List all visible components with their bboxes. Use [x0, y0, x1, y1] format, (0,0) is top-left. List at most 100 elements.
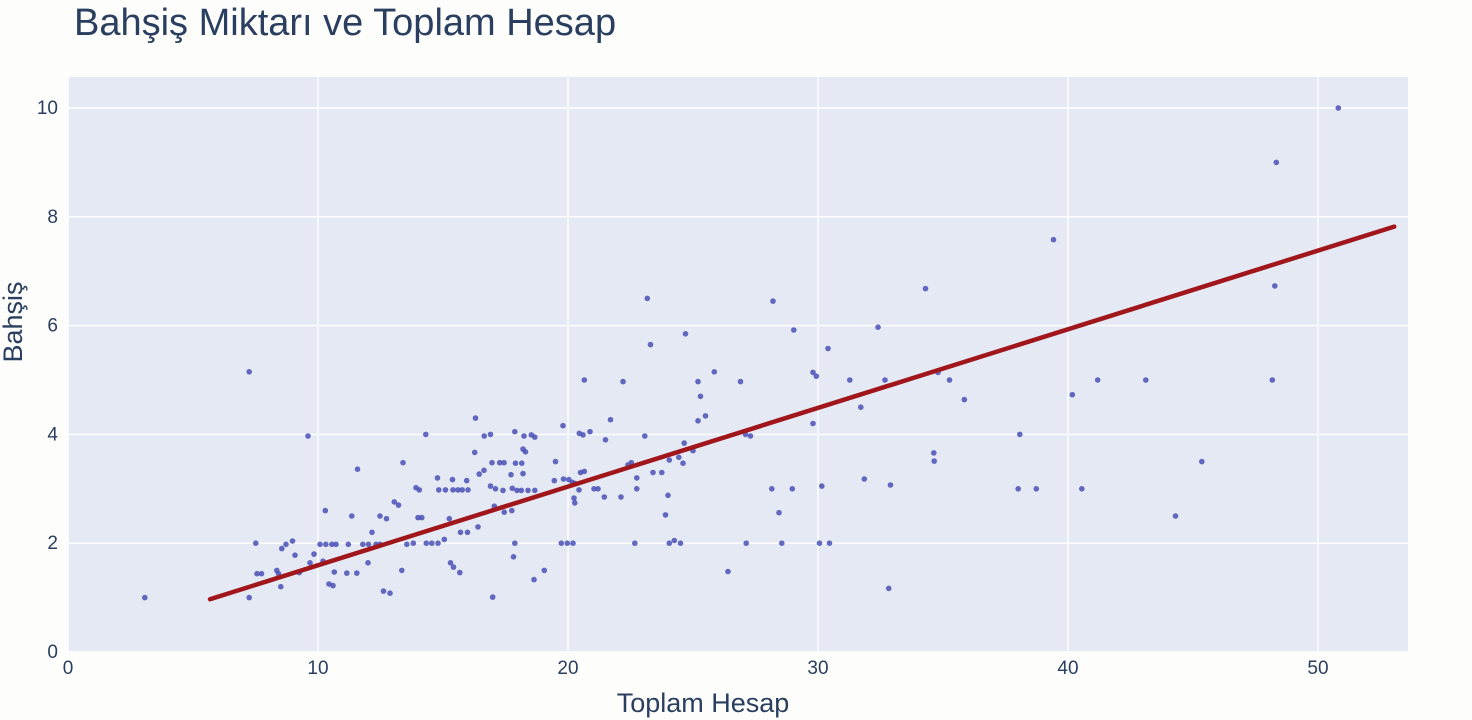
scatter-point [246, 594, 252, 601]
scatter-point [489, 459, 495, 466]
scatter-point [471, 449, 478, 456]
scatter-point [676, 454, 682, 461]
scatter-point [1269, 377, 1276, 383]
scatter-point [345, 541, 352, 548]
scatter-point [487, 483, 494, 489]
scatter-point [457, 529, 464, 536]
scatter-point [330, 582, 336, 589]
scatter-point [369, 529, 375, 536]
scatter-point [317, 541, 323, 548]
scatter-point [429, 540, 435, 546]
scatter-point [931, 450, 937, 456]
scatter-point [666, 540, 673, 546]
scatter-point [519, 460, 525, 467]
scatter-point [446, 515, 453, 522]
scatter-point [419, 514, 425, 521]
scatter-point [1079, 486, 1085, 492]
scatter-point [779, 540, 785, 546]
scatter-point [858, 404, 864, 411]
scatter-point [572, 500, 578, 506]
y-axis-tick-labels: 0 2 4 6 8 10 [37, 98, 59, 663]
y-tick-4: 4 [47, 424, 58, 445]
scatter-point [344, 570, 350, 576]
scatter-point [1050, 236, 1057, 243]
scatter-point [464, 529, 471, 536]
scatter-point [680, 460, 686, 467]
scatter-point [875, 324, 881, 331]
scatter-point [576, 487, 582, 493]
chart-title: Bahşiş Miktarı ve Toplam Hesap [74, 2, 617, 44]
scatter-point [769, 486, 775, 492]
scatter-point [1069, 391, 1076, 398]
scatter-point [463, 477, 470, 484]
scatter-point [510, 554, 517, 560]
scatter-point [278, 583, 284, 590]
y-axis-title: Bahşiş [0, 281, 28, 362]
scatter-point [416, 487, 423, 493]
scatter-point [279, 545, 285, 552]
scatter-point [1094, 377, 1101, 383]
scatter-point [946, 377, 953, 383]
scatter-point [349, 513, 355, 519]
scatter-point [354, 466, 361, 473]
scatter-point [331, 569, 338, 575]
scatter-point [819, 483, 825, 489]
scatter-point [518, 487, 525, 494]
scatter-point [737, 378, 744, 385]
scatter-point [383, 515, 390, 522]
plot-area [68, 77, 1408, 652]
scatter-point [512, 428, 518, 435]
scatter-point [449, 476, 456, 483]
scatter-point [360, 541, 366, 548]
scatter-point [532, 487, 538, 494]
plot-background [68, 77, 1408, 652]
scatter-point [512, 460, 519, 467]
scatter-point [602, 437, 609, 443]
scatter-point [399, 567, 405, 574]
scatter-point [725, 568, 731, 575]
scatter-point [459, 487, 466, 493]
scatter-point [475, 524, 481, 530]
scatter-point [435, 540, 441, 546]
scatter-point [847, 377, 853, 383]
scatter-point [410, 540, 417, 546]
scatter-point [642, 433, 648, 439]
scatter-point [455, 487, 461, 493]
scatter-point [496, 459, 503, 466]
scatter-point [1017, 431, 1023, 438]
scatter-point [472, 415, 479, 421]
scatter-point [500, 487, 506, 494]
scatter-point [634, 475, 640, 481]
scatter-point [142, 594, 148, 601]
scatter-point [254, 570, 260, 577]
scatter-point [671, 537, 678, 544]
y-tick-2: 2 [47, 533, 58, 554]
scatter-point [354, 570, 360, 576]
scatter-point [570, 540, 576, 546]
scatter-point [931, 458, 937, 464]
scatter-point [489, 594, 496, 600]
scatter-point [620, 378, 626, 385]
scatter-point [509, 485, 516, 492]
scatter-point [580, 432, 586, 438]
scatter-point [423, 540, 430, 546]
scatter-point [514, 487, 520, 494]
scatter-point [501, 509, 508, 515]
scatter-point [532, 434, 538, 440]
scatter-point [450, 487, 456, 493]
scatter-point [1335, 105, 1342, 111]
scatter-point [681, 440, 687, 446]
scatter-point [702, 413, 709, 419]
scatter-point [1033, 486, 1040, 492]
scatter-point [647, 341, 654, 348]
y-tick-10: 10 [37, 98, 58, 119]
scatter-point [695, 418, 701, 424]
scatter-point [525, 487, 531, 494]
scatter-point [1273, 159, 1280, 166]
scatter-point [442, 487, 449, 493]
scatter-point [258, 570, 265, 577]
scatter-point [591, 486, 597, 492]
scatter-point [825, 345, 831, 352]
scatter-point [551, 477, 558, 484]
trend-line [207, 224, 1397, 602]
